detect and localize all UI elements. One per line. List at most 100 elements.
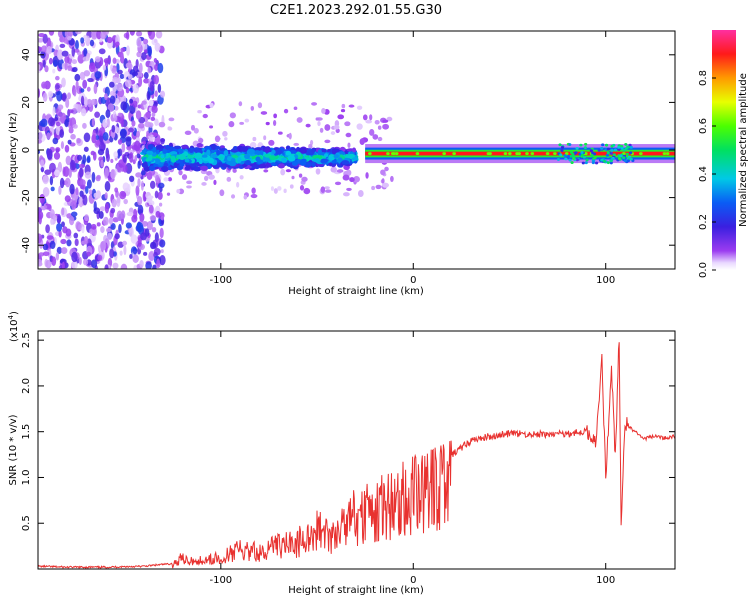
heatmap-cell: [119, 129, 127, 139]
heatmap-cell: [128, 152, 134, 163]
heatmap-cell: [250, 105, 255, 111]
heatmap-cell: [122, 182, 130, 192]
heatmap-cell: [82, 122, 87, 129]
heatmap-cell: [98, 211, 104, 219]
heatmap-cell: [59, 177, 65, 189]
heatmap-cell: [119, 250, 123, 256]
heatmap-cell: [83, 47, 88, 57]
heatmap-cell: [78, 257, 82, 265]
heatmap-cell: [80, 37, 85, 44]
heatmap-cell: [148, 144, 154, 150]
x-tick-label: -100: [209, 575, 232, 586]
heatmap-cell: [59, 36, 66, 43]
heatmap-cell: [305, 123, 311, 128]
heatmap-cell: [166, 192, 171, 196]
snr-y-axis: 0.5 1.0 1.5 2.0 2.5: [21, 332, 675, 531]
heatmap-cell: [213, 179, 217, 186]
heatmap-cell: [377, 125, 382, 130]
heatmap-cell: [178, 153, 186, 161]
heatmap-cell: [255, 156, 261, 162]
x-tick-label: 0: [410, 575, 416, 586]
heatmap-cell: [369, 114, 373, 121]
heatmap-cell: [117, 139, 123, 145]
heatmap-cell: [71, 251, 78, 263]
heatmap-cell: [148, 200, 155, 206]
heatmap-cell: [193, 166, 201, 172]
heatmap-cell: [106, 36, 113, 44]
heatmap-cell: [147, 195, 154, 199]
heatmap-cell: [64, 56, 70, 64]
heatmap-cell: [48, 31, 55, 36]
heatmap-cell: [575, 158, 579, 162]
heatmap-cell: [154, 118, 159, 127]
heatmap-cell: [334, 181, 342, 186]
heatmap-cell: [135, 31, 143, 37]
heatmap-cell: [115, 41, 120, 47]
heatmap-cell: [135, 172, 143, 178]
heatmap-cell: [333, 154, 339, 159]
heatmap-cell: [84, 214, 89, 222]
heatmap-cell: [120, 47, 126, 53]
heatmap-cell: [68, 167, 72, 178]
heatmap-cell: [254, 147, 262, 151]
heatmap-cell: [63, 166, 70, 177]
heatmap-cell: [125, 62, 133, 69]
heatmap-cell: [143, 251, 148, 256]
heatmap-cell: [75, 40, 79, 50]
heatmap-cell: [146, 150, 154, 155]
heatmap-cell: [73, 48, 80, 53]
heatmap-cell: [178, 148, 184, 154]
heatmap-cell: [80, 95, 85, 106]
heatmap-cell: [134, 155, 138, 162]
colorbar-tick-label: 0.0: [698, 262, 709, 278]
heatmap-cell: [271, 149, 276, 154]
heatmap-cell: [55, 147, 61, 153]
heatmap-cell: [92, 227, 97, 237]
heatmap-cell: [61, 77, 66, 88]
heatmap-cell: [157, 191, 163, 200]
heatmap-cell: [285, 150, 292, 156]
snr-y-label: SNR (10 * v/v): [8, 414, 19, 485]
heatmap-cell: [127, 74, 133, 80]
heatmap-cell: [112, 262, 119, 269]
heatmap-cell: [600, 158, 604, 162]
heatmap-cell: [251, 187, 256, 194]
heatmap-cell: [277, 131, 283, 135]
heatmap-cell: [289, 184, 294, 189]
heatmap-cell: [140, 180, 144, 191]
heatmap-cell: [70, 133, 76, 140]
heatmap-cell: [38, 149, 41, 155]
heatmap-cell: [222, 130, 228, 137]
heatmap-cell: [136, 221, 144, 233]
heatmap-cell: [277, 163, 285, 169]
heatmap-cell: [100, 159, 104, 168]
heatmap-cell: [145, 261, 152, 269]
heatmap-cell: [89, 39, 95, 47]
heatmap-cell: [78, 163, 86, 169]
heatmap-cell: [375, 184, 382, 190]
heatmap-cell: [71, 260, 78, 269]
heatmap-cell: [600, 146, 604, 150]
heatmap-cell: [48, 117, 55, 127]
heatmap-cell: [239, 121, 245, 125]
heatmap-cell: [159, 227, 164, 239]
heatmap-cell: [76, 154, 83, 161]
heatmap-cell: [315, 168, 321, 175]
heatmap-cell: [324, 153, 329, 158]
heatmap-cell: [216, 149, 221, 156]
heatmap-cell: [138, 122, 145, 129]
heatmap-cell: [237, 157, 242, 164]
heatmap-cell: [283, 188, 287, 194]
heatmap-cell: [111, 198, 117, 208]
heatmap-cell: [342, 174, 350, 181]
heatmap-cell: [184, 166, 191, 171]
heatmap-cell: [624, 143, 628, 146]
heatmap-cell: [617, 157, 622, 161]
heatmap-cell: [140, 232, 147, 241]
heatmap-cell: [303, 187, 311, 195]
heatmap-cell: [223, 150, 229, 157]
heatmap-cell: [146, 220, 153, 231]
heatmap-cell: [82, 194, 88, 206]
heatmap-cell: [333, 124, 340, 130]
heatmap-cell: [571, 152, 575, 156]
